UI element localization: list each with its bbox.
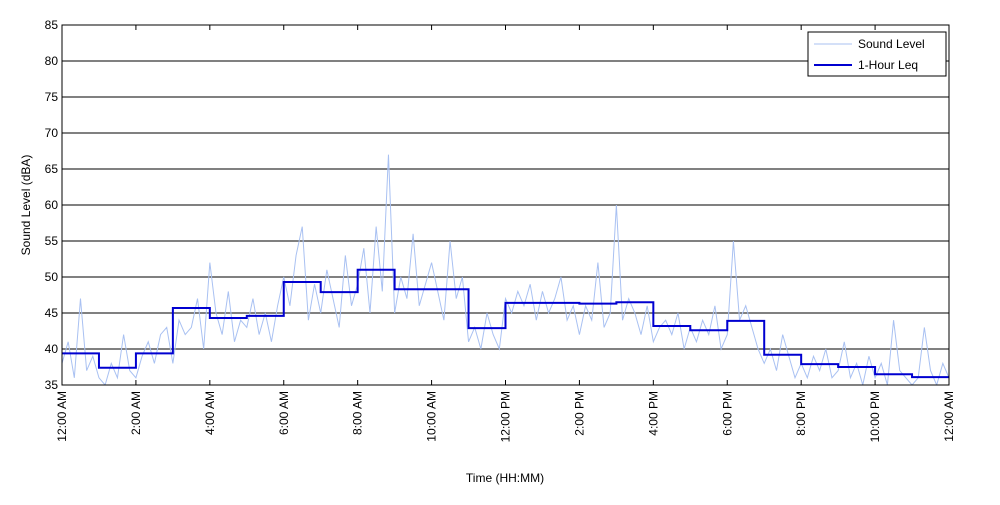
x-tick-label: 6:00 AM	[277, 391, 291, 435]
x-tick-label: 10:00 PM	[868, 391, 882, 442]
y-axis-label: Sound Level (dBA)	[19, 155, 33, 256]
y-tick-label: 40	[45, 342, 59, 356]
x-tick-label: 8:00 PM	[794, 391, 808, 436]
y-tick-label: 80	[45, 54, 59, 68]
plot-lines	[62, 154, 949, 385]
legend-label: 1-Hour Leq	[858, 58, 918, 72]
y-tick-label: 65	[45, 162, 59, 176]
x-tick-label: 6:00 PM	[720, 391, 734, 436]
x-tick-label: 4:00 PM	[646, 391, 660, 436]
y-tick-label: 50	[45, 270, 59, 284]
x-tick-label: 10:00 AM	[425, 391, 439, 442]
y-tick-label: 70	[45, 126, 59, 140]
legend-label: Sound Level	[858, 37, 925, 51]
x-tick-label: 2:00 AM	[129, 391, 143, 435]
x-tick-label: 12:00 AM	[942, 391, 956, 442]
y-tick-label: 75	[45, 90, 59, 104]
x-tick-label: 8:00 AM	[351, 391, 365, 435]
x-tick-label: 2:00 PM	[572, 391, 586, 436]
x-axis-label: Time (HH:MM)	[466, 471, 544, 485]
plot-border	[61, 24, 950, 386]
y-tick-label: 45	[45, 306, 59, 320]
legend-box	[807, 31, 947, 77]
x-tick-label: 12:00 AM	[55, 391, 69, 442]
x-tick-label: 12:00 PM	[499, 391, 513, 442]
y-tick-label: 85	[45, 18, 59, 32]
x-tick-label: 4:00 AM	[203, 391, 217, 435]
y-tick-label: 35	[45, 378, 59, 392]
data-line	[62, 268, 949, 379]
y-tick-label: 60	[45, 198, 59, 212]
y-tick-label: 55	[45, 234, 59, 248]
